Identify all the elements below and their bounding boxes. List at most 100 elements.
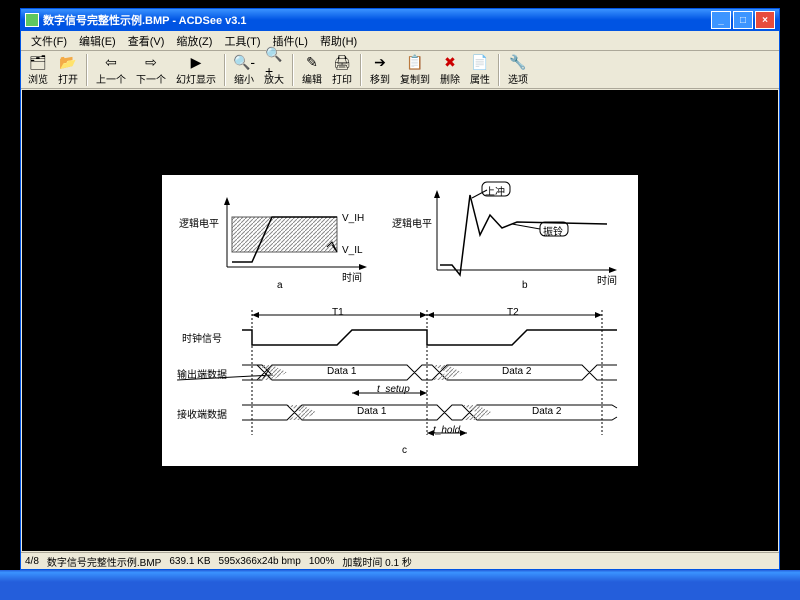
options-icon: 🔧: [509, 53, 527, 71]
label-overshoot: 上冲: [485, 183, 505, 198]
label-t1: T1: [332, 307, 344, 318]
label-logic-level: 逻辑电平: [179, 215, 219, 230]
titlebar[interactable]: 数字信号完整性示例.BMP - ACDSee v3.1 _ □ ×: [21, 9, 779, 31]
toolbar-separator: [498, 54, 500, 86]
tool-label: 选项: [508, 71, 528, 86]
tool-zoomout[interactable]: 🔍-缩小: [229, 52, 259, 87]
app-icon: [25, 13, 39, 27]
browse-icon: 🗂: [29, 53, 47, 71]
menu-zoom[interactable]: 缩放(Z): [170, 31, 218, 51]
status-zoom: 100%: [309, 556, 335, 567]
statusbar: 4/8 数字信号完整性示例.BMP 639.1 KB 595x366x24b b…: [21, 552, 779, 569]
window-controls: _ □ ×: [711, 11, 775, 29]
tool-slideshow[interactable]: ▶幻灯显示: [171, 52, 221, 87]
status-loadtime: 加载时间 0.1 秒: [342, 554, 411, 569]
tool-delete[interactable]: ✖删除: [435, 52, 465, 87]
tool-label: 打印: [332, 71, 352, 86]
delete-icon: ✖: [441, 53, 459, 71]
tool-label: 放大: [264, 71, 284, 86]
sublabel-c: c: [402, 445, 407, 456]
minimize-button[interactable]: _: [711, 11, 731, 29]
image-content: 逻辑电平 V_IH V_IL 时间 a: [160, 173, 640, 468]
edit-icon: ✎: [303, 53, 321, 71]
tool-prev[interactable]: ⇦上一个: [91, 52, 131, 87]
tool-zoomin[interactable]: 🔍+放大: [259, 52, 289, 87]
menubar: 文件(F) 编辑(E) 查看(V) 缩放(Z) 工具(T) 插件(L) 帮助(H…: [21, 31, 779, 51]
copy-icon: 📋: [406, 53, 424, 71]
prev-icon: ⇦: [102, 53, 120, 71]
tool-print[interactable]: 🖨打印: [327, 52, 357, 87]
close-button[interactable]: ×: [755, 11, 775, 29]
tool-label: 移到: [370, 71, 390, 86]
label-time-b: 时间: [597, 272, 617, 287]
menu-edit[interactable]: 编辑(E): [73, 31, 122, 51]
diagram-c-svg: [177, 305, 627, 460]
status-size: 639.1 KB: [169, 556, 210, 567]
diagram-b: 上冲 振铃 逻辑电平 时间 b: [412, 180, 627, 292]
toolbar-separator: [86, 54, 88, 86]
props-icon: 📄: [471, 53, 489, 71]
label-vih: V_IH: [342, 213, 364, 224]
status-dims: 595x366x24b bmp: [219, 556, 301, 567]
status-filename: 数字信号完整性示例.BMP: [47, 554, 161, 569]
zoomin-icon: 🔍+: [265, 53, 283, 71]
tool-open[interactable]: 📂打开: [53, 52, 83, 87]
move-icon: ➔: [371, 53, 389, 71]
tool-label: 幻灯显示: [176, 71, 216, 86]
menu-file[interactable]: 文件(F): [25, 31, 73, 51]
next-icon: ⇨: [142, 53, 160, 71]
diagram-c: T1 T2 时钟信号 输出端数据 接收端数据 Data 1 Data 2 Dat…: [177, 305, 627, 460]
sublabel-b: b: [522, 280, 528, 291]
menu-tools[interactable]: 工具(T): [218, 31, 266, 51]
label-clock: 时钟信号: [182, 330, 222, 345]
label-data1-rx: Data 1: [357, 406, 386, 417]
label-logic-level-b: 逻辑电平: [392, 215, 432, 230]
diagram-b-svg: [412, 180, 627, 292]
tool-label: 浏览: [28, 71, 48, 86]
tool-move[interactable]: ➔移到: [365, 52, 395, 87]
label-ringing: 振铃: [543, 223, 563, 238]
tool-label: 打开: [58, 71, 78, 86]
tool-edit[interactable]: ✎编辑: [297, 52, 327, 87]
tool-browse[interactable]: 🗂浏览: [23, 52, 53, 87]
toolbar-separator: [360, 54, 362, 86]
label-data1-out: Data 1: [327, 366, 356, 377]
zoomout-icon: 🔍-: [235, 53, 253, 71]
label-time: 时间: [342, 269, 362, 284]
label-data2-out: Data 2: [502, 366, 531, 377]
taskbar[interactable]: [0, 570, 800, 600]
tool-props[interactable]: 📄属性: [465, 52, 495, 87]
menu-view[interactable]: 查看(V): [122, 31, 171, 51]
label-output: 输出端数据: [177, 366, 227, 381]
menu-help[interactable]: 帮助(H): [314, 31, 363, 51]
desktop: 数字信号完整性示例.BMP - ACDSee v3.1 _ □ × 文件(F) …: [0, 0, 800, 600]
toolbar-separator: [292, 54, 294, 86]
label-t2: T2: [507, 307, 519, 318]
app-window: 数字信号完整性示例.BMP - ACDSee v3.1 _ □ × 文件(F) …: [20, 8, 780, 570]
tool-label: 缩小: [234, 71, 254, 86]
tool-label: 下一个: [136, 71, 166, 86]
open-icon: 📂: [59, 53, 77, 71]
window-title: 数字信号完整性示例.BMP - ACDSee v3.1: [43, 12, 711, 28]
tool-label: 属性: [470, 71, 490, 86]
tool-label: 复制到: [400, 71, 430, 86]
tool-label: 删除: [440, 71, 460, 86]
tool-copy[interactable]: 📋复制到: [395, 52, 435, 87]
tool-next[interactable]: ⇨下一个: [131, 52, 171, 87]
image-viewport[interactable]: 逻辑电平 V_IH V_IL 时间 a: [22, 90, 778, 551]
label-receive: 接收端数据: [177, 406, 227, 421]
toolbar-separator: [224, 54, 226, 86]
label-vil: V_IL: [342, 245, 363, 256]
diagram-a: 逻辑电平 V_IH V_IL 时间 a: [177, 187, 377, 292]
print-icon: 🖨: [333, 53, 351, 71]
tool-label: 上一个: [96, 71, 126, 86]
label-data2-rx: Data 2: [532, 406, 561, 417]
slideshow-icon: ▶: [187, 53, 205, 71]
toolbar: 🗂浏览 📂打开 ⇦上一个 ⇨下一个 ▶幻灯显示 🔍-缩小 🔍+放大 ✎编辑 🖨打…: [21, 51, 779, 89]
label-tsetup: t_setup: [377, 384, 410, 395]
label-thold: t_hold: [433, 425, 460, 436]
sublabel-a: a: [277, 280, 283, 291]
maximize-button[interactable]: □: [733, 11, 753, 29]
tool-label: 编辑: [302, 71, 322, 86]
tool-options[interactable]: 🔧选项: [503, 52, 533, 87]
